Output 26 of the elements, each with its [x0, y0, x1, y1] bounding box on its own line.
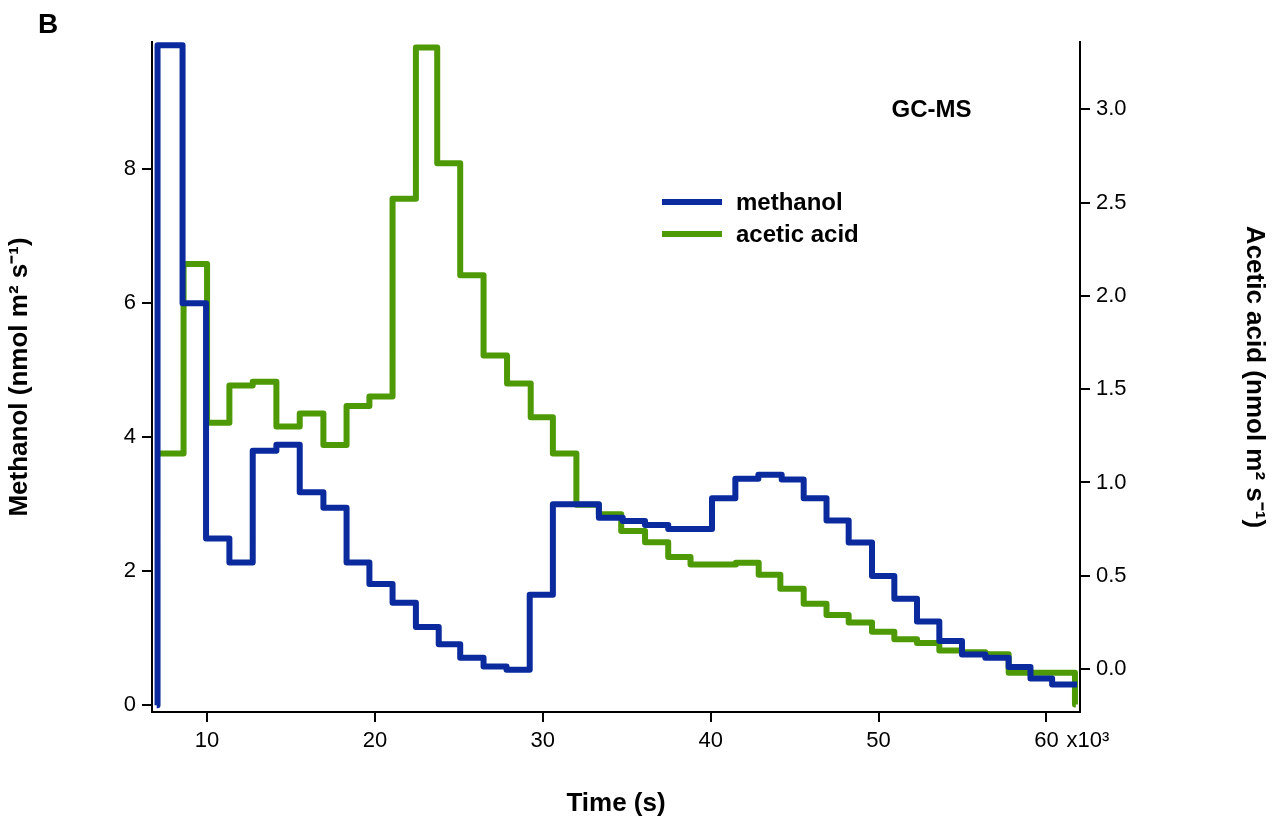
y-tick-label: 6: [123, 289, 136, 315]
x-tick-label: 30: [530, 727, 556, 753]
y2-tick-label: 1.0: [1096, 468, 1127, 494]
legend-label: acetic acid: [736, 220, 859, 248]
x-tick-label: 10: [194, 727, 220, 753]
text: B: [38, 7, 59, 39]
y-tick-label: 4: [123, 423, 136, 449]
y2-tick-label: 3.0: [1096, 95, 1127, 121]
y2-axis-title: Acetic acid (nmol m² s⁻¹): [1241, 225, 1272, 529]
annotation: GC-MS: [891, 94, 972, 122]
x-tick-label: 20: [362, 727, 388, 753]
y2-tick-label: 2.0: [1096, 281, 1127, 307]
legend-label: methanol: [736, 188, 843, 216]
y-axis-title: Methanol (nmol m² s⁻¹): [2, 237, 33, 517]
y2-tick-label: 0.5: [1096, 561, 1127, 587]
text: x10³: [1066, 727, 1110, 753]
y-tick-label: 8: [123, 155, 136, 181]
x-axis-title: Time (s): [566, 786, 666, 817]
y-tick-label: 2: [123, 557, 136, 583]
y2-tick-label: 2.5: [1096, 188, 1127, 214]
y2-tick-label: 1.5: [1096, 375, 1127, 401]
x-tick-label: 40: [698, 727, 723, 753]
y2-tick-label: 0.0: [1096, 655, 1127, 681]
x-tick-label: 50: [866, 727, 891, 753]
x-tick-label: 60: [1034, 727, 1059, 753]
y-tick-label: 0: [123, 691, 136, 717]
